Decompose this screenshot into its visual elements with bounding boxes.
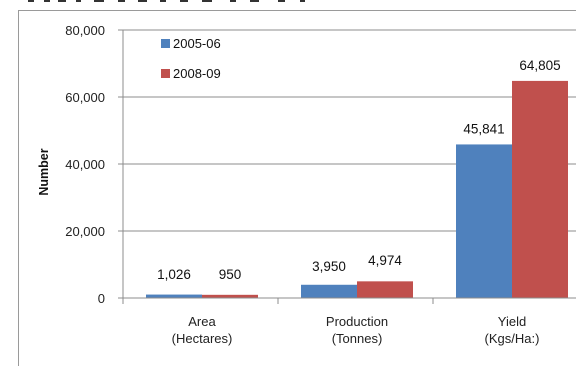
bars	[146, 80, 568, 298]
title-fragment	[76, 0, 81, 2]
bar-2008-09-2	[512, 80, 568, 298]
data-label: 3,950	[312, 259, 346, 274]
title-fragment	[278, 0, 285, 2]
y-tick-label: 40,000	[65, 157, 105, 172]
legend-swatch	[161, 39, 170, 48]
bar-2008-09-0	[202, 294, 258, 298]
data-label: 45,841	[463, 121, 504, 136]
y-tick-label: 60,000	[65, 90, 105, 105]
title-fragment	[28, 0, 34, 2]
x-category-label: Yield (Kgs/Ha:)	[485, 314, 540, 346]
x-axis-labels: Area (Hectares) Production (Tonnes) Yield (Kg…	[172, 314, 540, 346]
y-tick-label: 0	[98, 291, 105, 306]
legend-label: 2008-09	[173, 66, 221, 81]
title-fragment	[118, 0, 125, 2]
legend: 2005-06 2008-09	[161, 36, 221, 81]
title-fragment	[230, 0, 236, 2]
y-axis-ticks: 0 20,000 40,000 60,000 80,000	[65, 23, 124, 306]
title-fragment	[160, 0, 166, 2]
cut-off-title	[28, 0, 305, 2]
data-label: 64,805	[519, 58, 560, 73]
bar-2005-06-1	[301, 284, 357, 298]
title-fragment	[300, 0, 305, 2]
title-fragment	[94, 0, 104, 2]
data-label: 4,974	[368, 253, 402, 268]
bar-2005-06-2	[456, 144, 512, 298]
y-tick-label: 80,000	[65, 23, 105, 38]
legend-swatch	[161, 69, 170, 78]
bar-2005-06-0	[146, 294, 202, 298]
title-fragment	[202, 0, 212, 2]
data-labels: 1,026 3,950 45,841 950 4,974 64,805	[157, 58, 561, 282]
legend-label: 2005-06	[173, 36, 221, 51]
x-axis	[122, 297, 576, 304]
y-axis-title: Number	[37, 148, 51, 195]
x-category-label: Production (Tonnes)	[326, 314, 388, 346]
data-label: 950	[219, 267, 242, 282]
bar-2008-09-1	[357, 281, 413, 298]
data-label: 1,026	[157, 267, 191, 282]
title-fragment	[138, 0, 147, 2]
title-fragment	[44, 0, 50, 2]
title-fragment	[250, 0, 259, 2]
y-tick-label: 20,000	[65, 224, 105, 239]
x-category-label: Area (Hectares)	[172, 314, 233, 346]
title-fragment	[58, 0, 66, 2]
title-fragment	[180, 0, 188, 2]
chart-frame	[18, 10, 576, 366]
